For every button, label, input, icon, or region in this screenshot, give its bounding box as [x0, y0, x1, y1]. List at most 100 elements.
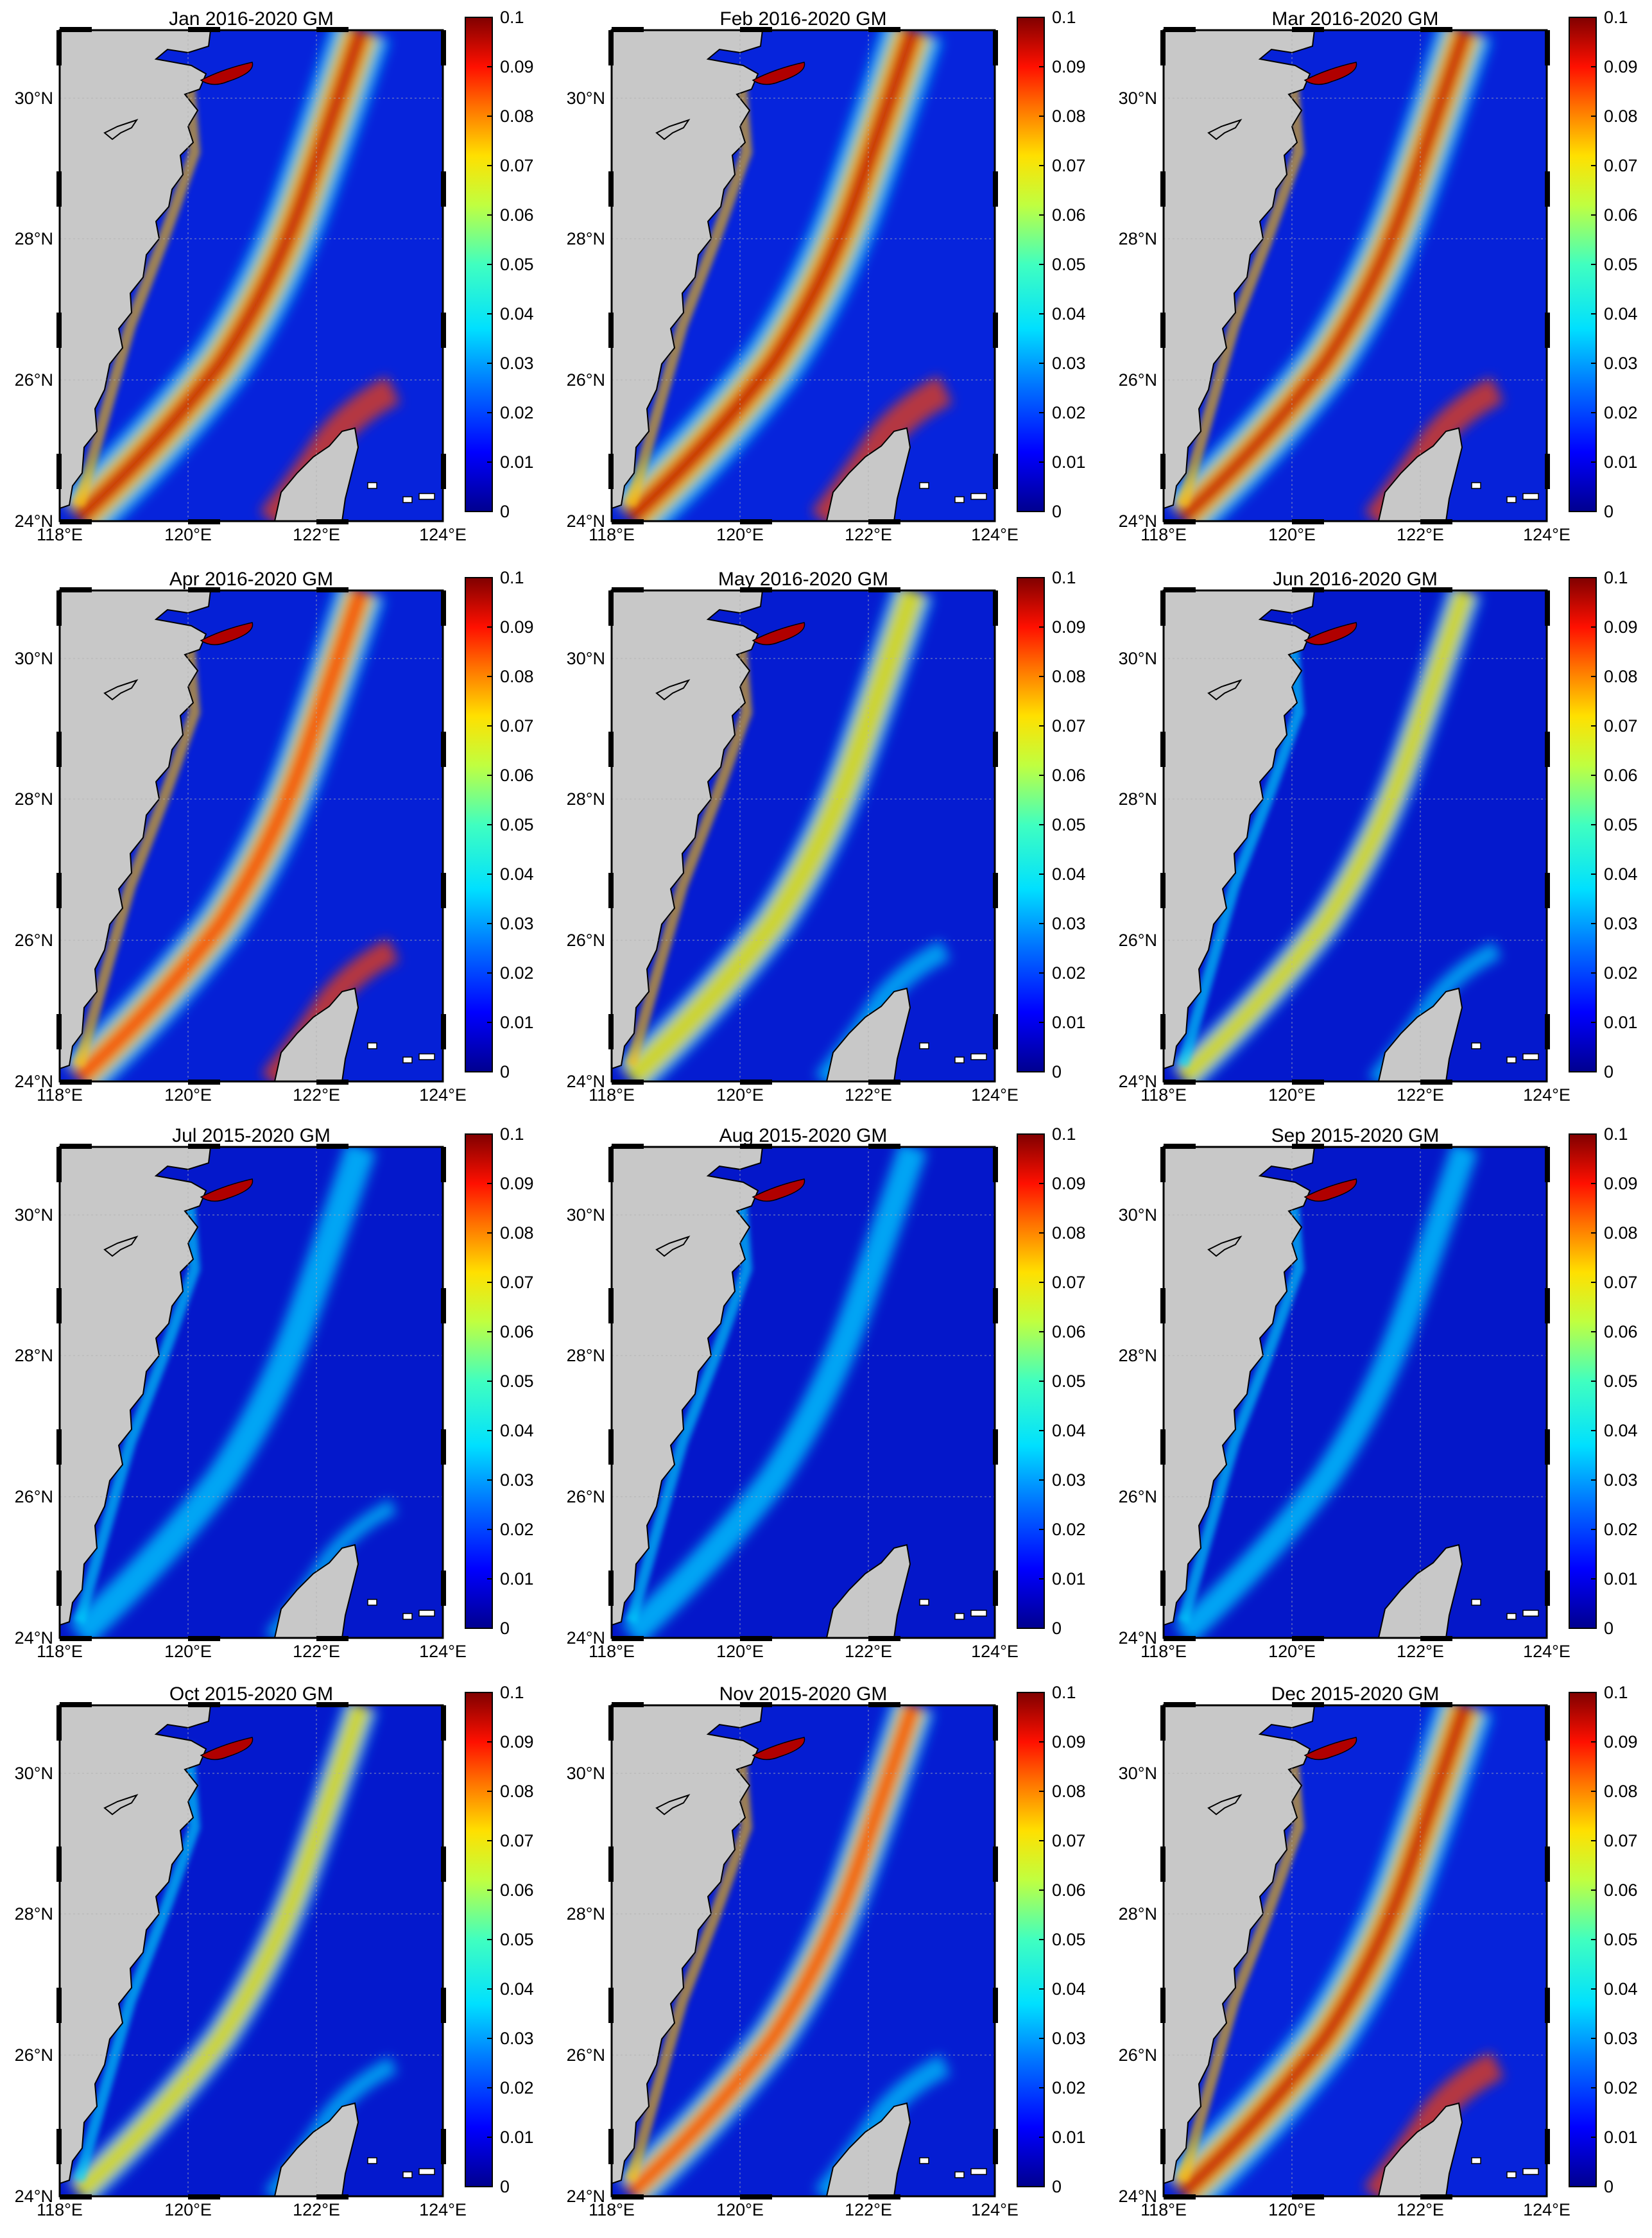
panels-layer: Jan 2016-2020 GM 118°E 120°E 122°E 124°E 24°N… — [15, 8, 1638, 2219]
lon-tick-label: 122°E — [845, 1642, 892, 1661]
colorbar-tick-label: 0.05 — [1052, 815, 1086, 834]
colorbar-tick-label: 0.04 — [500, 1979, 534, 1999]
colorbar: 0.1 0.09 0.08 0.07 0.06 0.05 0.04 0.03 0.02 0.01 0 — [465, 568, 534, 1081]
colorbar-tick-label: 0.1 — [500, 1683, 524, 1702]
estuary-high-value — [200, 1737, 254, 1760]
frame-segment — [1160, 590, 1166, 626]
colorbar-tick-label: 0.03 — [1604, 2029, 1638, 2048]
frame-segment — [1545, 732, 1550, 767]
frame-segment — [1545, 1429, 1550, 1465]
lon-tick-label: 120°E — [164, 1085, 212, 1105]
frame-segment — [441, 1705, 446, 1741]
colorbar-tick-label: 0.08 — [1604, 1782, 1638, 1801]
taiwan-island — [273, 987, 359, 1081]
island — [954, 496, 965, 503]
colorbar-tick-label: 0.07 — [500, 156, 534, 175]
colorbar-tick-label: 0.03 — [500, 354, 534, 373]
frame-segment — [608, 1846, 614, 1882]
colorbar-tick-label: 0.1 — [1052, 8, 1076, 27]
lon-tick-label: 124°E — [971, 1642, 1019, 1661]
colorbar-tick-label: 0.01 — [1052, 2128, 1086, 2147]
lon-tick-label: 124°E — [1523, 525, 1570, 544]
frame-segment — [1545, 1705, 1550, 1741]
frame-segment — [1292, 1702, 1324, 1707]
colorbar: 0.1 0.09 0.08 0.07 0.06 0.05 0.04 0.03 0.02 0.01 0 — [1569, 1683, 1638, 2196]
map-field — [1164, 30, 1547, 521]
colorbar-tick-label: 0.06 — [1052, 205, 1086, 225]
lat-tick-label: 26°N — [15, 1487, 53, 1506]
front-band — [625, 1705, 922, 2196]
colorbar-tick-label: 0.03 — [500, 2029, 534, 2048]
lon-tick-label: 118°E — [1140, 1085, 1187, 1105]
graticule — [60, 590, 443, 1081]
frame-segment — [1545, 1014, 1550, 1049]
lon-tick-label: 122°E — [293, 1085, 340, 1105]
colorbar-tick-label: 0.03 — [1052, 2029, 1086, 2048]
lat-tick-label: 28°N — [15, 1346, 53, 1365]
colorbar-tick-label: 0.1 — [1052, 1683, 1076, 1702]
colorbar-tick-label: 0.1 — [1052, 568, 1076, 587]
frame-segment — [441, 30, 446, 65]
estuary-high-value — [200, 62, 254, 85]
lat-tick-label: 30°N — [567, 1764, 605, 1783]
map-panel-may: May 2016-2020 GM 118°E 120°E 122°E 124°E 24°N… — [567, 568, 1086, 1105]
frame-segment — [868, 1702, 900, 1707]
island — [1471, 2157, 1481, 2164]
frame-segment — [1292, 587, 1324, 592]
frame-ticks — [56, 1144, 446, 1641]
colorbar-tick-label: 0 — [1604, 1062, 1613, 1081]
frame-segment — [441, 454, 446, 489]
frame-segment — [993, 590, 998, 626]
map-field — [60, 1705, 443, 2196]
frame-segment — [188, 1702, 220, 1707]
panel-title: Sep 2015-2020 GM — [1271, 1125, 1440, 1146]
colorbar-tick-label: 0 — [1052, 1062, 1062, 1081]
colorbar: 0.1 0.09 0.08 0.07 0.06 0.05 0.04 0.03 0.02 0.01 0 — [465, 1124, 534, 1638]
nearshore-band — [73, 1185, 201, 1624]
frame-segment — [60, 27, 92, 32]
colorbar-tick-label: 0 — [1052, 502, 1062, 521]
frame-segment — [1164, 1702, 1196, 1707]
colorbar-tick-label: 0.04 — [500, 865, 534, 884]
colorbar-tick-label: 0.06 — [500, 205, 534, 225]
colorbar-tick-label: 0.1 — [1604, 1124, 1628, 1144]
frame-segment — [56, 2129, 62, 2164]
island — [1522, 1053, 1539, 1060]
colorbar-tick-label: 0.03 — [1604, 1470, 1638, 1490]
frame-segment — [740, 587, 772, 592]
front-band — [73, 590, 370, 1081]
colorbar-tick-label: 0 — [500, 1062, 510, 1081]
colorbar-tick-label: 0.08 — [500, 1782, 534, 1801]
colorbar-tick-label: 0.04 — [1052, 304, 1086, 323]
colorbar-tick-label: 0.08 — [1604, 107, 1638, 126]
colorbar-tick-label: 0 — [1604, 502, 1613, 521]
island — [418, 493, 435, 500]
front-band — [1175, 590, 1476, 1081]
frame-segment — [740, 1144, 772, 1149]
frame-segment — [1160, 732, 1166, 767]
map-panel-jan: Jan 2016-2020 GM 118°E 120°E 122°E 124°E 24°N… — [15, 8, 534, 544]
frame-segment — [993, 1014, 998, 1049]
colorbar-tick-label: 0.02 — [1604, 403, 1638, 422]
frame-segment — [60, 1144, 92, 1149]
frame-segment — [56, 732, 62, 767]
frame-segment — [1160, 1288, 1166, 1323]
colorbar: 0.1 0.09 0.08 0.07 0.06 0.05 0.04 0.03 0.02 0.01 0 — [1569, 8, 1638, 521]
frame-ticks — [1160, 27, 1550, 524]
frame-segment — [1160, 1846, 1166, 1882]
estuary-high-value — [200, 1178, 254, 1202]
taiwan-island — [825, 1544, 911, 1638]
mainland-land — [612, 1147, 764, 1626]
lon-tick-label: 124°E — [419, 2200, 467, 2219]
frame-segment — [60, 1080, 92, 1085]
map-frame — [610, 29, 996, 522]
colorbar-tick-label: 0.05 — [1604, 815, 1638, 834]
lon-tick-label: 118°E — [589, 1085, 635, 1105]
frame-segment — [993, 30, 998, 65]
colorbar-tick-label: 0.02 — [500, 2078, 534, 2097]
colorbar-tick-label: 0.03 — [500, 914, 534, 933]
frame-segment — [188, 2194, 220, 2199]
lon-tick-label: 122°E — [293, 1642, 340, 1661]
frame-segment — [612, 587, 644, 592]
lat-tick-label: 26°N — [1119, 2045, 1157, 2065]
